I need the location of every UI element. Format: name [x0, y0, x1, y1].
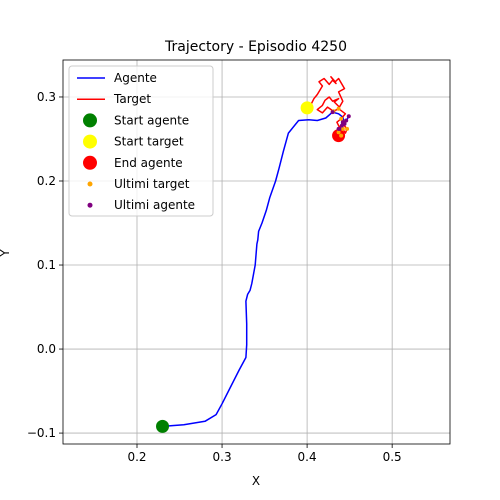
point-ultimi-agente — [342, 121, 347, 126]
x-tick-label: 0.3 — [213, 450, 232, 464]
point-start-agente — [156, 419, 170, 433]
point-ultimi-agente — [337, 126, 342, 131]
y-tick-label: 0.2 — [37, 174, 56, 188]
legend-box — [68, 65, 214, 217]
point-end-agente — [332, 129, 346, 143]
x-tick-label: 0.5 — [383, 450, 402, 464]
legend-label-end-agente: End agente — [114, 156, 183, 170]
point-ultimi-agente — [344, 118, 349, 123]
x-tick-label: 0.4 — [298, 450, 317, 464]
legend-label-agente: Agente — [114, 71, 157, 85]
point-start-target — [300, 101, 314, 115]
series-line-target — [306, 76, 348, 136]
axes-frame — [62, 59, 451, 445]
point-ultimi-target — [336, 106, 341, 111]
y-tick-label: −0.1 — [27, 426, 56, 440]
legend-swatch-start-agente — [83, 113, 97, 128]
legend-label-ultimi-target: Ultimi target — [114, 177, 190, 191]
y-tick-label: 0.1 — [37, 258, 56, 272]
legend-swatch-ultimi-agente — [87, 202, 93, 208]
point-ultimi-target — [339, 116, 344, 121]
legend-label-target: Target — [113, 92, 151, 106]
y-tick-label: 0.3 — [37, 90, 56, 104]
y-axis-label: Y — [0, 249, 12, 258]
point-ultimi-target — [340, 126, 345, 131]
legend-swatch-ultimi-target — [87, 181, 93, 187]
legend-label-start-agente: Start agente — [114, 113, 189, 127]
legend: Agente Target Start agente Start target End … — [68, 65, 214, 217]
chart-title: Trajectory - Episodio 4250 — [164, 39, 347, 55]
point-ultimi-target — [345, 126, 350, 131]
x-axis-label: X — [252, 474, 260, 488]
point-ultimi-agente — [346, 114, 351, 119]
legend-label-ultimi-agente: Ultimi agente — [114, 198, 195, 212]
series-group — [156, 76, 351, 433]
y-tick-label: 0.0 — [37, 342, 56, 356]
point-ultimi-agente — [330, 110, 335, 115]
point-ultimi-target — [339, 133, 344, 138]
x-tick-label: 0.2 — [127, 450, 146, 464]
legend-swatch-end-agente — [83, 155, 97, 170]
point-ultimi-target — [336, 130, 341, 135]
legend-label-start-target: Start target — [114, 135, 184, 149]
legend-swatch-start-target — [83, 134, 97, 149]
